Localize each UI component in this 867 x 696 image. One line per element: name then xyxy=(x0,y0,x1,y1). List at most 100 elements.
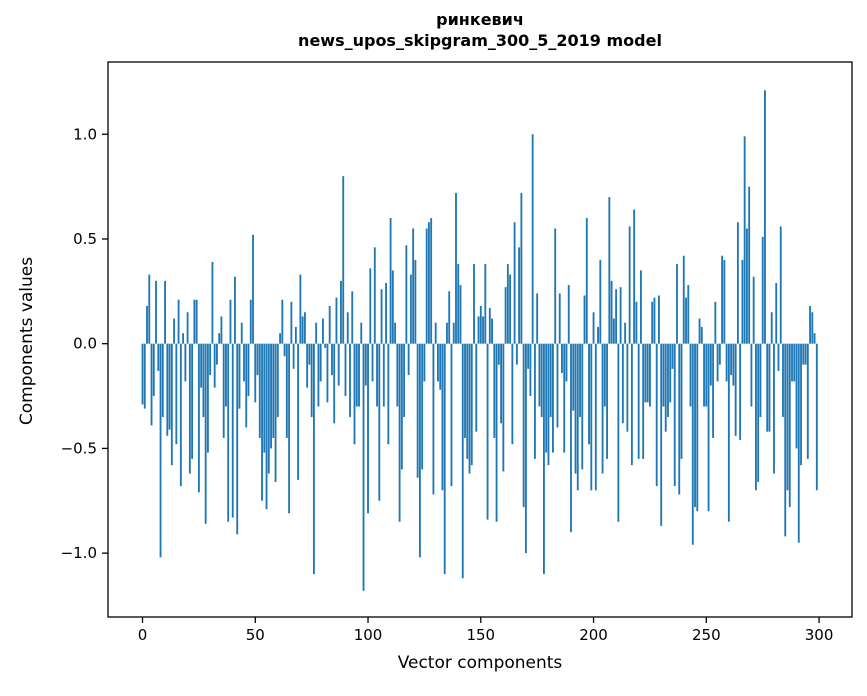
bar xyxy=(227,343,230,522)
x-tick-label: 50 xyxy=(246,626,265,644)
chart-title: ринкевич news_upos_skipgram_300_5_2019 m… xyxy=(108,9,852,51)
bar xyxy=(709,343,712,386)
bar xyxy=(303,312,306,344)
bar xyxy=(446,322,448,344)
bar xyxy=(236,343,239,535)
bar xyxy=(619,287,622,344)
bar xyxy=(358,343,360,407)
bar xyxy=(299,274,302,344)
bar xyxy=(782,343,784,417)
bar xyxy=(757,343,760,482)
bar xyxy=(513,222,516,344)
bar xyxy=(184,343,187,382)
bar xyxy=(468,343,471,474)
bar xyxy=(653,297,656,344)
bar xyxy=(166,343,169,436)
bar xyxy=(290,301,293,344)
bar xyxy=(727,343,730,522)
chart-title-line1: ринкевич xyxy=(436,10,524,29)
bar xyxy=(182,333,185,344)
x-tick-label: 200 xyxy=(579,626,608,644)
bar xyxy=(218,333,221,344)
bar xyxy=(784,343,787,537)
bar xyxy=(416,343,419,478)
bar xyxy=(324,343,327,348)
bar xyxy=(574,343,577,474)
bar xyxy=(633,209,636,344)
bar xyxy=(466,343,469,459)
bar xyxy=(680,343,683,459)
bar xyxy=(164,280,166,344)
bar xyxy=(362,343,365,591)
bar xyxy=(317,343,320,407)
bar xyxy=(482,316,484,344)
y-axis-label: Components values xyxy=(17,256,37,426)
bar xyxy=(240,322,243,344)
bar xyxy=(243,343,245,382)
bar xyxy=(328,305,331,344)
bar xyxy=(439,343,442,390)
bar xyxy=(159,343,162,558)
bar xyxy=(378,343,381,501)
bar xyxy=(283,343,286,357)
bar xyxy=(157,343,160,371)
bar xyxy=(655,343,658,487)
bar xyxy=(204,343,207,524)
bar xyxy=(281,299,284,344)
bar xyxy=(725,343,728,382)
bar xyxy=(549,343,552,417)
bar xyxy=(712,343,714,438)
x-tick-label: 150 xyxy=(466,626,495,644)
bar xyxy=(639,270,642,344)
bar xyxy=(360,322,363,344)
bar xyxy=(506,264,509,344)
bar xyxy=(522,343,525,508)
bar xyxy=(500,343,503,424)
bar xyxy=(315,322,318,344)
bar xyxy=(671,343,674,369)
bar xyxy=(585,218,588,344)
bar xyxy=(448,291,451,344)
bar xyxy=(146,305,148,344)
bar xyxy=(477,316,480,344)
bar xyxy=(524,343,527,554)
bar xyxy=(515,343,518,365)
bar xyxy=(673,343,676,487)
bar xyxy=(678,343,681,495)
bar xyxy=(346,312,349,344)
bar xyxy=(475,343,478,432)
bar xyxy=(349,343,351,417)
bar xyxy=(755,343,757,491)
bar xyxy=(800,343,802,466)
bar xyxy=(195,299,198,344)
bar xyxy=(813,333,816,344)
bar xyxy=(331,343,333,376)
bar xyxy=(188,343,191,474)
bar xyxy=(488,308,491,344)
bar xyxy=(617,343,620,522)
bar xyxy=(802,343,805,365)
bar xyxy=(511,343,514,445)
bar xyxy=(682,255,685,344)
x-tick-label: 300 xyxy=(805,626,834,644)
bar xyxy=(225,343,227,407)
bar xyxy=(538,343,541,407)
bar xyxy=(337,343,340,386)
bar xyxy=(644,343,647,403)
bar xyxy=(583,295,586,344)
bar xyxy=(265,343,268,510)
bar xyxy=(150,343,153,426)
y-tick-label: −0.5 xyxy=(61,439,97,457)
bar xyxy=(479,305,482,344)
y-tick-label: 0.0 xyxy=(73,335,97,353)
bar xyxy=(252,234,254,344)
bar xyxy=(254,343,257,403)
bar xyxy=(193,299,196,344)
bar xyxy=(603,343,606,407)
bar xyxy=(723,259,726,344)
bar xyxy=(326,343,329,403)
bar xyxy=(608,197,611,344)
bar xyxy=(791,343,793,382)
bar xyxy=(308,343,311,365)
